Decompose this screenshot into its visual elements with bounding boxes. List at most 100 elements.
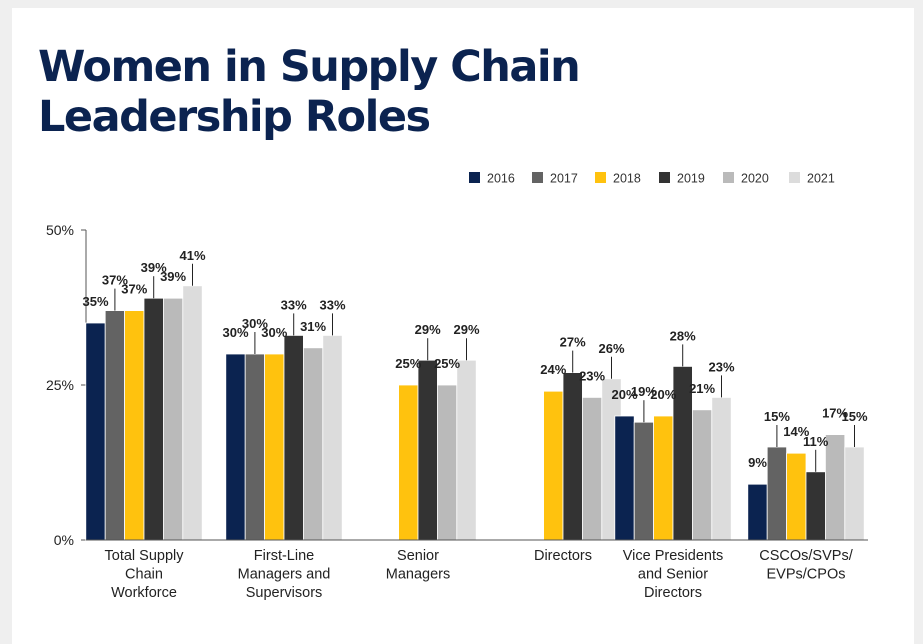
x-category-label-line: Supervisors: [246, 585, 323, 601]
data-label: 17%: [822, 406, 848, 421]
data-label: 26%: [598, 341, 624, 356]
bar: [786, 452, 807, 541]
bar: [417, 359, 438, 541]
bar: [805, 471, 826, 541]
bar: [614, 415, 635, 541]
x-category-label: Total Supply Chain Workforce: [105, 548, 185, 601]
bar: [844, 446, 865, 541]
data-label: 11%: [803, 434, 829, 449]
x-category-label: Senior Managers: [386, 548, 450, 583]
bar: [283, 334, 304, 541]
data-label: 25%: [395, 356, 421, 371]
legend-swatch: [595, 172, 606, 183]
legend-swatch: [469, 172, 480, 183]
bar: [747, 483, 768, 541]
x-category-label-line: Managers and: [238, 567, 331, 583]
bar: [711, 396, 732, 541]
x-category-label-line: Workforce: [111, 585, 177, 601]
data-label: 30%: [222, 325, 248, 340]
x-category-label: Vice Presidents and Senior Directors: [623, 548, 723, 601]
label-leader-lines: [114, 263, 855, 472]
chart-title-line-2: Leadership Roles: [38, 92, 431, 142]
data-label: 37%: [121, 282, 147, 297]
x-category-label-line: and Senior: [638, 567, 708, 583]
data-label: 30%: [261, 325, 287, 340]
bar: [562, 372, 583, 541]
data-label: 25%: [434, 356, 460, 371]
data-label: 21%: [689, 381, 715, 396]
legend-swatch: [789, 172, 800, 183]
data-label: 14%: [783, 424, 809, 439]
data-labels: 35%37%37%39%39%41%30%30%30%33%31%33%25%2…: [82, 248, 867, 470]
bar: [322, 334, 343, 541]
legend-label: 2017: [550, 172, 578, 186]
x-category-label-line: Directors: [534, 548, 592, 564]
x-category-label-line: First-Line: [254, 548, 314, 564]
bar: [244, 353, 265, 541]
x-category-label-line: EVPs/CPOs: [767, 567, 846, 583]
data-label: 20%: [650, 387, 676, 402]
data-label: 33%: [319, 297, 345, 312]
bar: [436, 384, 458, 541]
x-category-label: First-Line Managers and Supervisors: [238, 548, 331, 601]
legend-label: 2020: [741, 172, 769, 186]
legend-swatch: [532, 172, 543, 183]
data-label: 19%: [631, 384, 657, 399]
x-category-label: CSCOs/SVPs/EVPs/CPOs: [759, 548, 853, 583]
y-axis: 0% 25% 50%: [46, 222, 87, 548]
bar: [825, 434, 846, 541]
bar: [85, 322, 106, 541]
data-label: 29%: [453, 322, 479, 337]
bars: [85, 285, 865, 541]
data-label: 15%: [764, 409, 790, 424]
data-label: 33%: [281, 297, 307, 312]
legend-swatch: [659, 172, 670, 183]
data-label: 41%: [179, 248, 205, 263]
bar: [582, 396, 603, 541]
x-category-label-line: Vice Presidents: [623, 548, 723, 564]
bar: [182, 285, 203, 541]
data-label: 15%: [841, 409, 867, 424]
legend-label: 2019: [677, 172, 705, 186]
data-label: 39%: [141, 260, 167, 275]
x-category-label-line: Senior: [397, 548, 439, 564]
chart-title-line-1: Women in Supply Chain: [38, 42, 581, 92]
bar: [264, 353, 285, 541]
x-category-label-line: Managers: [386, 567, 450, 583]
bar: [143, 297, 164, 541]
data-label: 9%: [748, 455, 767, 470]
data-label: 30%: [242, 316, 268, 331]
legend-swatch: [723, 172, 734, 183]
bar: [543, 390, 564, 541]
x-category-label-line: Total Supply: [105, 548, 185, 564]
data-label: 23%: [579, 368, 605, 383]
x-category-label-line: CSCOs/SVPs/: [759, 548, 853, 564]
data-label: 29%: [415, 322, 441, 337]
bar: [162, 297, 184, 541]
data-label: 28%: [670, 328, 696, 343]
data-label: 27%: [560, 335, 586, 350]
x-category-label-line: Directors: [644, 585, 702, 601]
legend-label: 2018: [613, 172, 641, 186]
data-label: 24%: [540, 362, 566, 377]
data-label: 37%: [102, 273, 128, 288]
x-category-label: Directors: [534, 548, 592, 564]
bar: [225, 353, 246, 541]
legend: 2016 2017 2018 2019 2020 2021: [469, 172, 835, 186]
bar: [653, 415, 674, 541]
bar: [692, 409, 713, 541]
data-label: 20%: [611, 387, 637, 402]
y-tick-label: 25%: [46, 377, 74, 393]
data-label: 23%: [708, 359, 734, 374]
bar: [104, 310, 125, 541]
bar: [766, 446, 788, 541]
x-axis: Total Supply Chain Workforce First-Line Mana…: [86, 539, 868, 601]
bar: [633, 421, 655, 541]
bar: [124, 310, 145, 541]
bar: [302, 347, 324, 541]
legend-label: 2016: [487, 172, 515, 186]
chart-title: Women in Supply Chain Leadership Roles: [38, 42, 738, 142]
bar: [456, 359, 477, 541]
data-label: 39%: [160, 269, 186, 284]
data-label: 31%: [300, 319, 326, 334]
